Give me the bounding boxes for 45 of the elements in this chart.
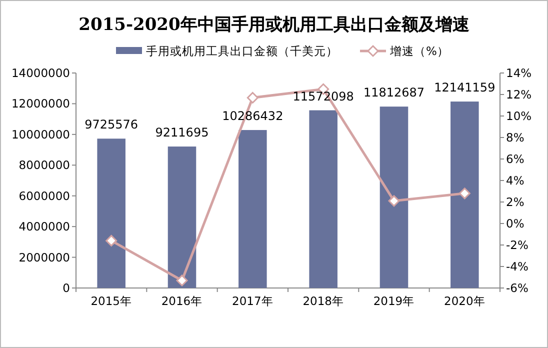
y2-tick-label: -6%	[506, 281, 528, 295]
y2-tick-label: 0%	[506, 216, 524, 230]
point	[246, 92, 258, 104]
chart-title: 2015-2020年中国手用或机用工具出口金额及增速	[78, 15, 470, 35]
bar	[168, 146, 196, 288]
y2-tick-label: -2%	[506, 238, 528, 252]
y2-tick-label: -4%	[506, 260, 528, 274]
y2-tick-label: 14%	[506, 66, 532, 80]
bar	[97, 138, 126, 288]
y-tick-label: 0	[62, 281, 70, 295]
data-label: 12141159	[434, 80, 496, 95]
x-tick-label: 2016年	[161, 294, 203, 308]
y-tick-label: 6000000	[18, 188, 70, 203]
x-tick-label: 2020年	[444, 294, 486, 308]
y-tick-label: 8000000	[18, 158, 70, 172]
y2-tick-label: 6%	[506, 152, 524, 166]
point	[388, 195, 400, 207]
point	[458, 188, 470, 200]
bar	[450, 102, 479, 288]
x-tick-label: 2018年	[302, 294, 344, 308]
data-label: 10286432	[222, 109, 284, 124]
y2-tick-label: 8%	[506, 130, 524, 144]
y-tick-label: 10000000	[11, 127, 70, 142]
point	[176, 274, 188, 286]
data-label: 9725576	[84, 118, 138, 132]
data-label: 11572098	[292, 89, 354, 104]
x-tick-label: 2017年	[232, 294, 274, 308]
bar	[238, 130, 267, 288]
point	[106, 234, 118, 246]
data-label: 11812687	[363, 86, 425, 100]
y-tick-label: 14000000	[11, 66, 70, 80]
x-tick-label: 2015年	[90, 294, 132, 308]
bar	[309, 110, 338, 288]
y2-tick-label: 2%	[506, 195, 524, 209]
legend-label: 手用或机用工具出口金额（千美元）	[146, 44, 338, 58]
y-tick-label: 12000000	[11, 96, 70, 111]
legend-label: 增速（%）	[389, 44, 449, 58]
y2-tick-label: 4%	[506, 174, 524, 188]
y-tick-label: 4000000	[18, 220, 70, 234]
bar	[380, 106, 408, 288]
y2-tick-label: 10%	[506, 109, 532, 123]
data-label: 9211695	[155, 126, 209, 140]
y2-tick-label: 12%	[506, 88, 532, 102]
x-tick-label: 2019年	[373, 294, 415, 308]
y-tick-label: 2000000	[18, 250, 70, 264]
